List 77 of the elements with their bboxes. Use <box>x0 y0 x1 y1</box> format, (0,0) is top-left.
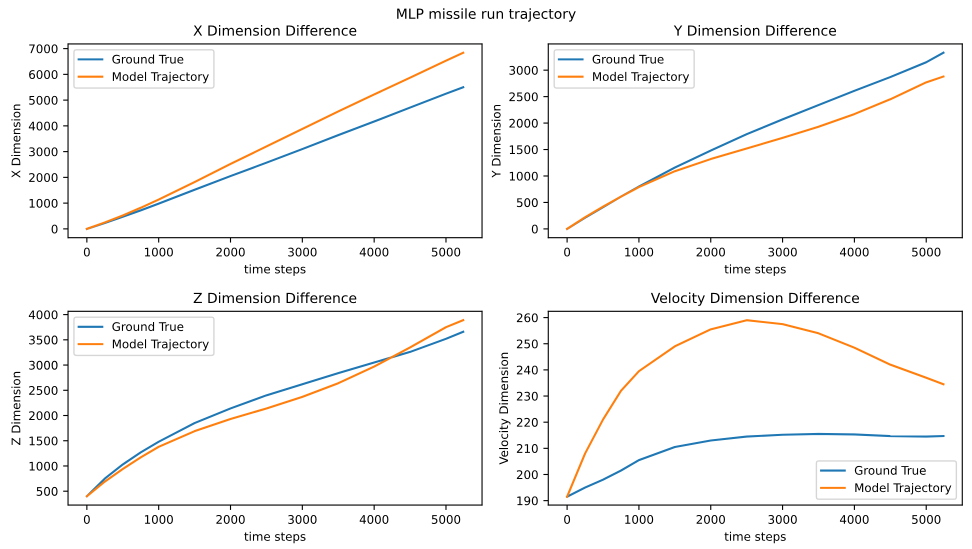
x-tick-label: 1000 <box>144 248 173 257</box>
x-tick-label: 0 <box>564 515 570 524</box>
y-tick-label: 6000 <box>29 70 58 80</box>
chart-title: Y Dimension Difference <box>674 25 836 36</box>
x-axis-title: time steps <box>244 264 306 276</box>
y-tick-label: 3000 <box>29 360 58 370</box>
legend-label: Model Trajectory <box>112 339 209 351</box>
x-tick-label: 2000 <box>216 515 245 524</box>
y-tick-label: 5000 <box>29 96 58 105</box>
x-tick-label: 3000 <box>768 515 797 524</box>
y-tick-label: 230 <box>516 392 538 401</box>
y-tick-label: 1500 <box>30 436 58 446</box>
legend-label: Ground True <box>112 54 184 64</box>
y-tick-label: 0 <box>52 224 58 234</box>
y-axis-title: Y Dimension <box>492 104 501 178</box>
legend-label: Model Trajectory <box>112 72 209 84</box>
y-tick-label: 210 <box>516 444 538 453</box>
x-tick-label: 5000 <box>912 515 940 524</box>
y-tick-label: 0 <box>532 224 538 234</box>
line-series <box>86 52 464 230</box>
y-axis-title: X Dimension <box>11 104 20 178</box>
x-tick-label: 0 <box>564 248 570 257</box>
legend-label: Model Trajectory <box>855 483 952 494</box>
y-tick-label: 2500 <box>509 92 538 102</box>
x-tick-label: 1000 <box>625 248 654 257</box>
text: MLP missile run trajectory <box>397 8 576 22</box>
y-axis-title: Velocity Dimension <box>499 352 510 465</box>
y-tick-label: 2000 <box>29 411 58 420</box>
y-tick-label: 3000 <box>509 66 538 75</box>
x-axis-title: time steps <box>724 264 786 276</box>
y-tick-label: 1000 <box>30 198 58 208</box>
y-tick-label: 4000 <box>28 310 58 320</box>
x-tick-label: 3000 <box>288 248 317 257</box>
chart-title: Z Dimension Difference <box>194 292 356 304</box>
x-tick-label: 0 <box>84 248 90 257</box>
y-tick-label: 3500 <box>29 336 58 344</box>
chart-title: Velocity Dimension Difference <box>650 292 860 306</box>
x-axis-title: time steps <box>724 532 786 544</box>
x-tick-label: 5000 <box>912 248 940 257</box>
x-tick-label: 4000 <box>840 515 869 524</box>
x-tick-label: 4000 <box>840 248 869 257</box>
x-tick-label: 2000 <box>696 515 725 524</box>
y-tick-label: 1000 <box>30 462 58 471</box>
y-tick-label: 2000 <box>29 173 58 182</box>
x-tick-label: 5000 <box>432 248 460 257</box>
x-axis-title: time steps <box>244 532 306 544</box>
x-tick-label: 3000 <box>288 515 317 524</box>
x-tick-label: 4000 <box>360 248 388 257</box>
x-tick-label: 1000 <box>625 515 654 524</box>
y-tick-label: 1000 <box>510 172 538 181</box>
x-tick-label: 2000 <box>216 248 245 257</box>
y-tick-label: 200 <box>516 470 538 480</box>
legend-label: Model Trajectory <box>593 72 690 84</box>
y-tick-label: 7000 <box>29 44 58 54</box>
x-tick-label: 5000 <box>432 515 460 524</box>
legend-label: Ground True <box>592 54 664 64</box>
x-tick-label: 2000 <box>696 248 725 257</box>
y-tick-label: 2500 <box>29 386 58 395</box>
y-tick-label: 240 <box>516 366 538 375</box>
y-tick-label: 1500 <box>510 145 538 154</box>
y-axis-title: Z Dimension <box>11 372 20 445</box>
y-tick-label: 250 <box>516 339 538 348</box>
x-tick-label: 3000 <box>768 248 797 257</box>
y-tick-label: 500 <box>516 198 538 208</box>
y-tick-label: 260 <box>516 313 538 322</box>
x-tick-label: 1000 <box>144 515 173 524</box>
chart-title: X Dimension Difference <box>193 25 356 36</box>
x-tick-label: 0 <box>84 515 90 524</box>
y-tick-label: 4000 <box>28 122 58 131</box>
y-tick-label: 190 <box>517 496 538 506</box>
legend-label: Ground True <box>854 466 926 475</box>
legend-label: Ground True <box>112 322 184 332</box>
y-tick-label: 2000 <box>509 118 538 128</box>
y-tick-label: 220 <box>516 418 538 427</box>
y-tick-label: 3000 <box>29 147 58 156</box>
x-tick-label: 4000 <box>360 515 388 524</box>
y-tick-label: 500 <box>36 486 58 496</box>
